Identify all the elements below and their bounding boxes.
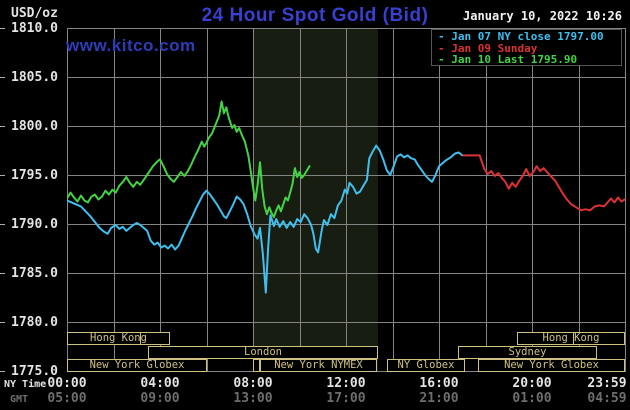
y-edge-tick <box>0 273 5 274</box>
plot-area: Hong Kong Hong Kong London Sydney New York G… <box>66 28 626 372</box>
x-tick-label-ny: 23:59 <box>587 376 627 391</box>
session-label: Hong Kong <box>542 332 600 344</box>
y-tick-label: 1790.0 <box>11 217 58 232</box>
nymex-session-highlight-band <box>253 28 378 371</box>
y-tick-label: 1780.0 <box>11 315 58 330</box>
y-edge-tick <box>0 77 5 78</box>
session-box-new-york-nymex: New York NYMEX <box>260 359 377 372</box>
session-box-ny-globex: NY Globex <box>387 359 465 372</box>
x-tick-label-ny: 04:00 <box>140 376 180 391</box>
y-tick-label: 1810.0 <box>11 21 58 36</box>
session-box-hong-kong: Hong Kong <box>67 332 170 345</box>
y-edge-tick <box>0 28 5 29</box>
chart-svg <box>66 28 626 372</box>
session-label: NY Globex <box>397 359 455 371</box>
y-edge-tick <box>0 126 5 127</box>
x-tick-label-ny: 20:00 <box>512 376 552 391</box>
legend-item-jan-09-sunday: - Jan 09 Sunday <box>438 41 538 55</box>
session-box-hong-kong: Hong Kong <box>517 332 625 345</box>
datetime-label: January 10, 2022 10:26 <box>463 9 622 23</box>
x-tick-label-ny: 12:00 <box>326 376 366 391</box>
kitco-watermark-link[interactable]: www.kitco.com <box>66 36 196 55</box>
y-tick-label: 1805.0 <box>11 70 58 85</box>
y-tick-label: 1800.0 <box>11 119 58 134</box>
session-box-new-york-globex: New York Globex <box>478 359 625 372</box>
series-line-jan-07-ny-close-1797-00 <box>66 144 464 294</box>
y-axis-unit-label: USD/oz <box>11 6 58 21</box>
session-divider <box>140 332 141 345</box>
y-edge-tick <box>0 371 5 372</box>
session-box-new-york-globex: New York Globex <box>67 359 207 372</box>
x-axis-name-ny: NY Time <box>4 379 47 390</box>
y-edge-tick <box>0 322 5 323</box>
x-tick-label-ny: 16:00 <box>419 376 459 391</box>
session-label: Hong Kong <box>90 332 147 344</box>
chart-title: 24 Hour Spot Gold (Bid) <box>201 5 429 26</box>
session-divider <box>573 332 574 345</box>
y-edge-tick <box>0 224 5 225</box>
session-label: New York Globex <box>504 359 599 371</box>
x-tick-label-ny: 08:00 <box>233 376 273 391</box>
legend: - Jan 07 NY close 1797.00- Jan 09 Sunday… <box>431 29 622 66</box>
session-label: New York NYMEX <box>274 359 363 371</box>
legend-item-jan-07-ny-close-1797-00: - Jan 07 NY close 1797.00 <box>438 30 604 43</box>
x-axis-name-gmt: GMT <box>10 394 29 405</box>
series-line-jan-10-last-1795-90 <box>66 100 311 219</box>
x-tick-label-ny: 00:00 <box>47 376 87 391</box>
y-axis: 1810.0 1805.0 1800.0 1795.0 1790.0 1785.0 1780… <box>0 0 58 410</box>
series-line-jan-09-sunday <box>462 154 626 212</box>
y-tick-label: 1775.0 <box>11 364 58 379</box>
x-tick-label-gmt: 05:00 <box>47 391 87 406</box>
x-tick-label-gmt: 09:00 <box>140 391 180 406</box>
x-tick-label-gmt: 17:00 <box>326 391 366 406</box>
x-tick-label-gmt: 04:59 <box>587 391 627 406</box>
session-label: London <box>244 346 282 358</box>
session-box <box>253 359 260 372</box>
session-box-london: London <box>148 346 378 359</box>
x-tick-label-gmt: 01:00 <box>512 391 552 406</box>
y-tick-label: 1785.0 <box>11 266 58 281</box>
y-edge-tick <box>0 175 5 176</box>
y-tick-label: 1795.0 <box>11 168 58 183</box>
x-axis: NY Time 00:00 04:00 08:00 12:00 16:00 20:00 23:… <box>0 372 630 410</box>
legend-item-jan-10-last-1795-90: - Jan 10 Last 1795.90 <box>438 53 578 66</box>
session-label: New York Globex <box>89 359 185 371</box>
session-label: Sydney <box>508 346 547 358</box>
x-tick-label-gmt: 21:00 <box>419 391 459 406</box>
x-tick-label-gmt: 13:00 <box>233 391 273 406</box>
session-box-sydney: Sydney <box>458 346 597 359</box>
